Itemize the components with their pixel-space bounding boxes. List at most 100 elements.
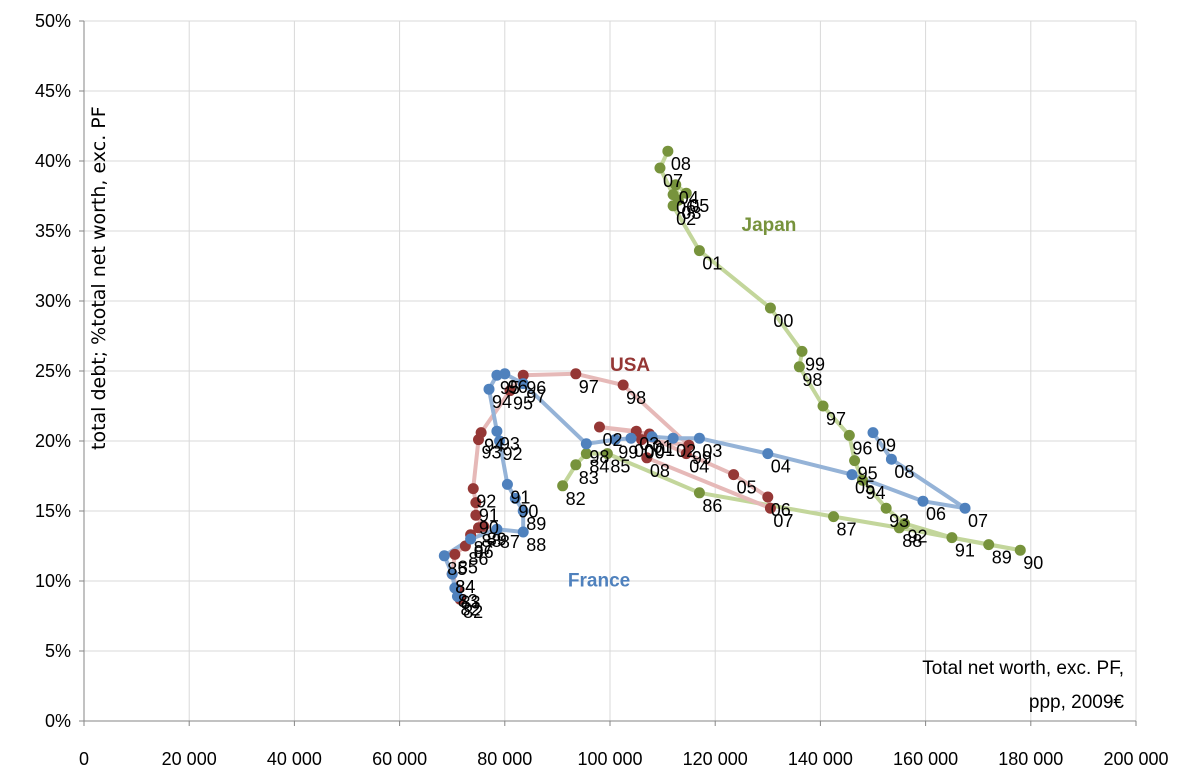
x-tick-label: 80 000 [477, 749, 532, 769]
japan-point-label: 96 [852, 438, 872, 458]
usa-point-label: 86 [468, 549, 488, 569]
france-point-label: 01 [655, 440, 675, 460]
france-point-label: 03 [702, 441, 722, 461]
usa-point-label: 98 [626, 388, 646, 408]
y-tick-label: 5% [45, 641, 71, 661]
japan-point [1014, 544, 1026, 556]
usa-point-label: 88 [482, 531, 502, 551]
france-point [762, 448, 774, 460]
usa-point-label: 08 [650, 461, 670, 481]
usa-point [449, 548, 461, 560]
france-point [693, 432, 705, 444]
japan-point [817, 400, 829, 412]
y-tick-label: 45% [35, 81, 71, 101]
japan-point [899, 518, 911, 530]
france-point-label: 96 [508, 377, 528, 397]
x-tick-label: 140 000 [788, 749, 853, 769]
japan-point-label: 06 [676, 198, 696, 218]
france-point-label: 83 [458, 591, 478, 611]
y-tick-label: 10% [35, 571, 71, 591]
france-point [438, 550, 450, 562]
france-point [846, 469, 858, 481]
france-point-label: 90 [518, 501, 538, 521]
japan-point [667, 189, 679, 201]
france-point-label: 91 [510, 487, 530, 507]
france-point-label: 92 [503, 444, 523, 464]
japan-point-label: 99 [805, 354, 825, 374]
japan-point [570, 459, 582, 471]
usa-point [478, 520, 490, 532]
japan-point-label: 86 [702, 496, 722, 516]
france-series-label: France [568, 571, 630, 592]
usa-point-label: 01 [652, 437, 672, 457]
japan-point [843, 429, 855, 441]
japan-point-label: 91 [955, 541, 975, 561]
usa-point-label: 02 [602, 430, 622, 450]
usa-point [470, 497, 482, 509]
usa-point [728, 469, 740, 481]
france-point [959, 502, 971, 514]
france-point-label: 05 [855, 478, 875, 498]
y-tick-label: 25% [35, 361, 71, 381]
japan-point-label: 01 [702, 254, 722, 274]
usa-point [593, 421, 605, 433]
france-point [499, 368, 511, 380]
france-point [465, 533, 477, 545]
usa-point-label: 90 [479, 518, 499, 538]
japan-point-label: 85 [610, 457, 630, 477]
japan-point-label: 03 [681, 203, 701, 223]
y-tick-label: 20% [35, 431, 71, 451]
japan-point [654, 162, 666, 174]
japan-point-label: 89 [992, 548, 1012, 568]
france-point-label: 06 [926, 504, 946, 524]
usa-point-label: 07 [773, 511, 793, 531]
japan-point [693, 487, 705, 499]
usa-point [570, 368, 582, 380]
x-axis-label-line1: Total net worth, exc. PF, [922, 658, 1124, 679]
france-point-label: 95 [500, 378, 520, 398]
france-point [917, 495, 929, 507]
france-point [517, 526, 529, 538]
x-tick-label: 120 000 [683, 749, 748, 769]
x-tick-label: 20 000 [162, 749, 217, 769]
y-tick-label: 0% [45, 711, 71, 731]
usa-point [467, 483, 479, 495]
japan-point-label: 90 [1023, 553, 1043, 573]
japan-point [670, 179, 682, 191]
x-tick-label: 0 [79, 749, 89, 769]
japan-point [662, 145, 674, 157]
japan-point [856, 474, 868, 486]
japan-point [764, 302, 776, 314]
usa-point-label: 00 [645, 443, 665, 463]
france-point [667, 432, 679, 444]
usa-point-label: 92 [476, 492, 496, 512]
y-tick-label: 15% [35, 501, 71, 521]
japan-point-label: 97 [826, 409, 846, 429]
japan-point [580, 448, 592, 460]
japan-point [693, 245, 705, 257]
usa-point [636, 434, 648, 446]
y-tick-label: 30% [35, 291, 71, 311]
france-point [580, 438, 592, 450]
usa-point-label: 93 [482, 443, 502, 463]
france-point-label: 84 [455, 577, 475, 597]
x-tick-label: 100 000 [577, 749, 642, 769]
usa-point-label: 95 [513, 394, 533, 414]
france-point-label: 97 [526, 387, 546, 407]
usa-point [475, 427, 487, 439]
france-point [867, 427, 879, 439]
france-point [491, 425, 503, 437]
japan-point [849, 455, 861, 467]
usa-point [683, 439, 695, 451]
japan-point [796, 345, 808, 357]
japan-point [983, 539, 995, 551]
japan-point-label: 05 [689, 196, 709, 216]
x-tick-label: 60 000 [372, 749, 427, 769]
france-point [646, 431, 658, 443]
japan-point-label: 08 [671, 154, 691, 174]
france-point-label: 09 [876, 436, 896, 456]
france-point-label: 04 [771, 457, 791, 477]
usa-point [680, 448, 692, 460]
